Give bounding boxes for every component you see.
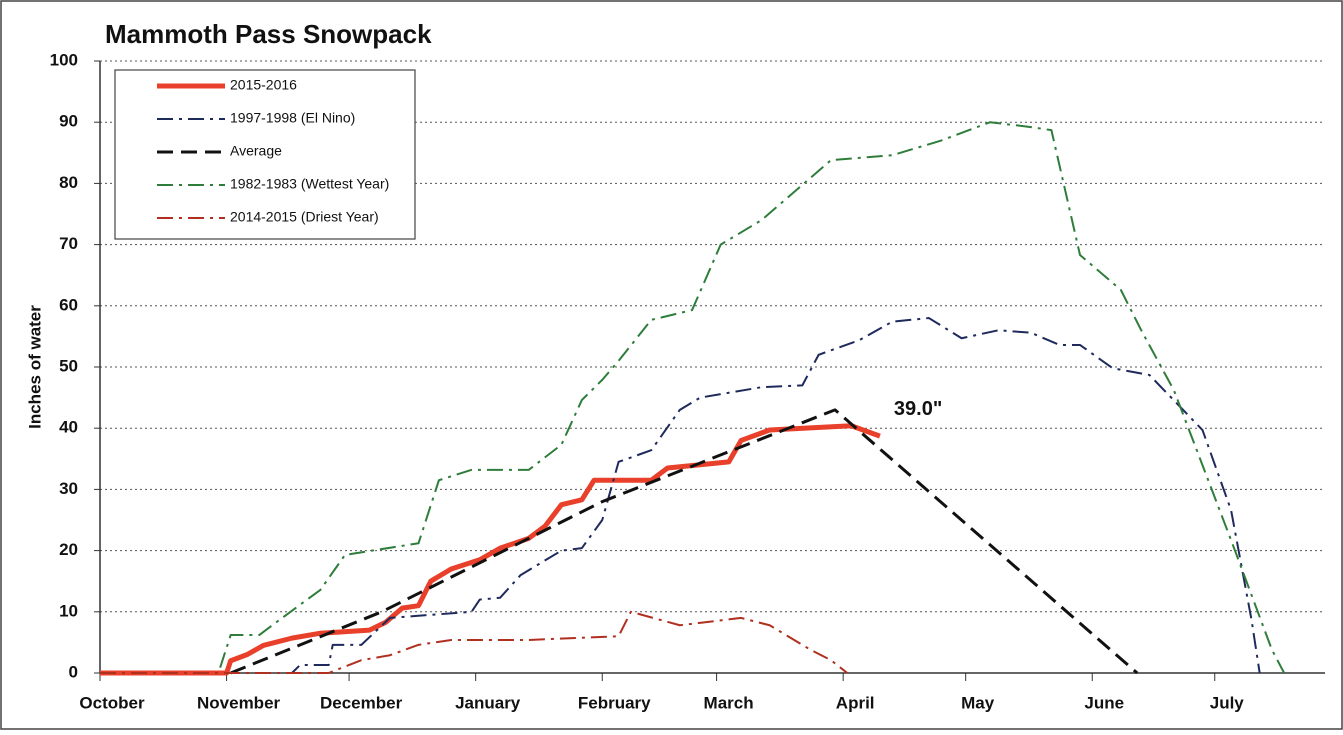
x-tick-label: March <box>704 693 754 712</box>
y-tick-label: 30 <box>59 479 78 498</box>
legend-label: 1997-1998 (El Nino) <box>230 110 355 126</box>
legend-box <box>114 69 416 240</box>
y-tick-label: 60 <box>59 295 78 314</box>
y-tick-label: 20 <box>59 540 78 559</box>
legend-label: 1982-1983 (Wettest Year) <box>230 176 389 192</box>
y-axis-label: Inches of water <box>25 305 44 429</box>
y-tick-label: 50 <box>59 356 78 375</box>
series-line <box>100 121 1286 674</box>
chart-title: Mammoth Pass Snowpack <box>105 19 432 49</box>
y-tick-label: 0 <box>69 662 78 681</box>
legend-label: Average <box>230 143 282 159</box>
series-line <box>230 408 1139 675</box>
y-tick-label: 90 <box>59 112 78 131</box>
y-tick-label: 10 <box>59 601 78 620</box>
series-line <box>100 423 881 676</box>
y-tick-label: 80 <box>59 173 78 192</box>
legend-label: 2014-2015 (Driest Year) <box>230 209 379 225</box>
x-tick-label: October <box>79 693 145 712</box>
x-tick-label: June <box>1084 693 1124 712</box>
x-tick-label: May <box>961 693 995 712</box>
y-tick-label: 100 <box>50 50 78 69</box>
x-tick-label: February <box>578 693 651 712</box>
legend: 2015-2016 1997-1998 (El Nino) Average 1982-… <box>114 69 416 240</box>
x-tick-label: January <box>455 693 521 712</box>
x-tick-label: November <box>197 693 281 712</box>
series-line <box>100 610 848 674</box>
x-tick-label: July <box>1210 693 1245 712</box>
legend-label: 2015-2016 <box>230 77 297 93</box>
x-tick-label: December <box>320 693 403 712</box>
annotation: 39.0" <box>894 398 942 420</box>
y-tick-label: 40 <box>59 418 78 437</box>
y-tick-label: 70 <box>59 234 78 253</box>
x-tick-label: April <box>836 693 875 712</box>
